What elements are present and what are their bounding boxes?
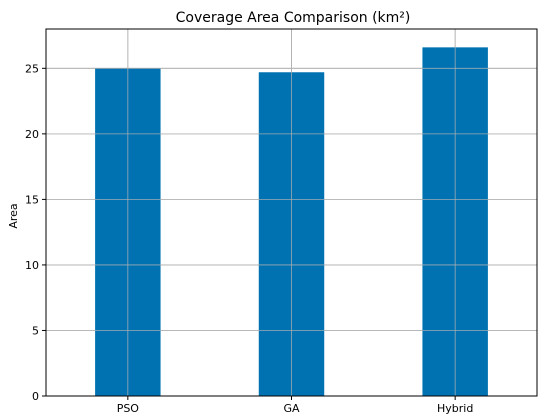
y-tick-label: 0	[32, 390, 39, 403]
y-tick-label: 5	[32, 324, 39, 337]
y-tick-label: 15	[25, 193, 39, 206]
x-tick-label: GA	[283, 402, 300, 415]
x-tick-label: PSO	[117, 402, 140, 415]
y-tick-label: 10	[25, 259, 39, 272]
bars	[46, 29, 537, 397]
x-tick-label: Hybrid	[437, 402, 473, 415]
y-tick-label: 20	[25, 128, 39, 141]
y-tick-label: 25	[25, 62, 39, 75]
y-axis-label: Area	[7, 203, 20, 228]
chart-title: Coverage Area Comparison (km²)	[176, 10, 411, 26]
ticks: 0 5 10 15 20 25 PSO GA Hybrid	[25, 62, 473, 415]
